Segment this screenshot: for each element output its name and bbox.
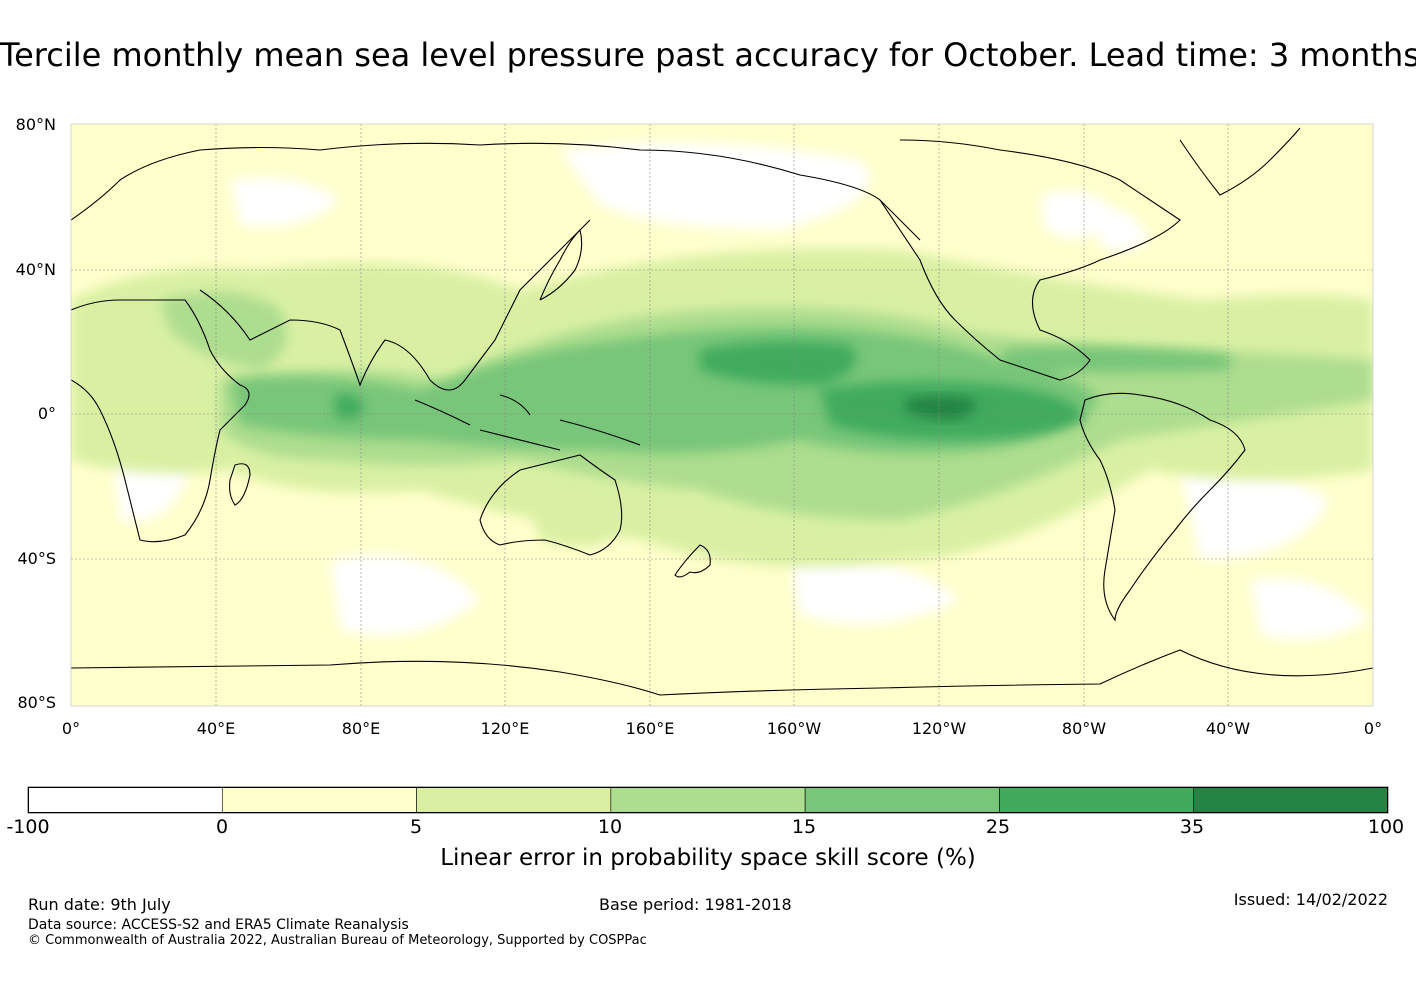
lon-label-80w: 80°W [1061,719,1107,738]
coastline-madagascar [229,463,251,506]
coastline-north-america [879,139,1181,381]
lon-label-160w: 160°W [766,719,822,738]
colorbar-tick-10: 10 [597,816,623,838]
lon-label-0-left: 0° [61,719,81,738]
coastline-australia [479,454,623,556]
lon-label-80e: 80°E [341,719,381,738]
run-date: Run date: 9th July [28,895,171,914]
lon-label-120w: 120°W [911,719,967,738]
lon-label-40w: 40°W [1205,719,1251,738]
coastline-antarctica [71,649,1373,696]
colorbar-tick-100: 100 [1367,816,1405,838]
colorbar-tick-15: 15 [791,816,817,838]
map-gridlines [71,124,1373,706]
lon-label-0-right: 0° [1363,719,1383,738]
coastline-eurasia [71,142,921,241]
negative-skill-regions [110,142,1370,640]
coastline-japan [539,228,583,301]
base-period: Base period: 1981-2018 [599,895,792,914]
lon-label-40e: 40°E [196,719,236,738]
colorbar-tick-minus100: -100 [6,816,50,838]
colorbar-segment-4 [804,786,1000,814]
colorbar-segment-5 [999,786,1195,814]
coastline-new-zealand [674,544,711,578]
map-frame [70,123,1374,707]
coastline-indonesia [414,394,641,451]
issued-date: Issued: 14/02/2022 [1233,890,1388,909]
coastline-south-america [1079,392,1246,622]
colorbar-segment-3 [610,786,806,814]
colorbar-tick-5: 5 [409,816,423,838]
coastlines [71,127,1373,696]
skill-band-35-100 [905,396,976,420]
colorbar-tick-0: 0 [215,816,229,838]
colorbar-segment-6 [1193,786,1389,814]
lat-label-40s: 40°S [17,549,56,568]
colorbar-title: Linear error in probability space skill … [440,845,976,871]
copyright: © Commonwealth of Australia 2022, Austra… [28,933,647,948]
colorbar-tick-35: 35 [1179,816,1205,838]
lon-label-120e: 120°E [480,719,530,738]
colorbar-segment-0 [27,786,223,814]
colorbar-frame [28,787,1388,813]
lon-label-160e: 160°E [625,719,675,738]
coastline-greenland [1179,127,1301,196]
coastline-africa [71,299,250,543]
lat-label-80n: 80°N [15,115,56,134]
colorbar-segment-1 [221,786,417,814]
colorbar-segment-2 [416,786,612,814]
data-source: Data source: ACCESS-S2 and ERA5 Climate … [28,917,409,933]
lat-label-80s: 80°S [17,693,56,712]
coastline-south-asia [199,219,591,391]
lat-label-40n: 40°N [15,260,56,279]
colorbar-tick-25: 25 [985,816,1011,838]
map-title: Tercile monthly mean sea level pressure … [0,36,1416,74]
lat-label-0: 0° [37,404,56,423]
